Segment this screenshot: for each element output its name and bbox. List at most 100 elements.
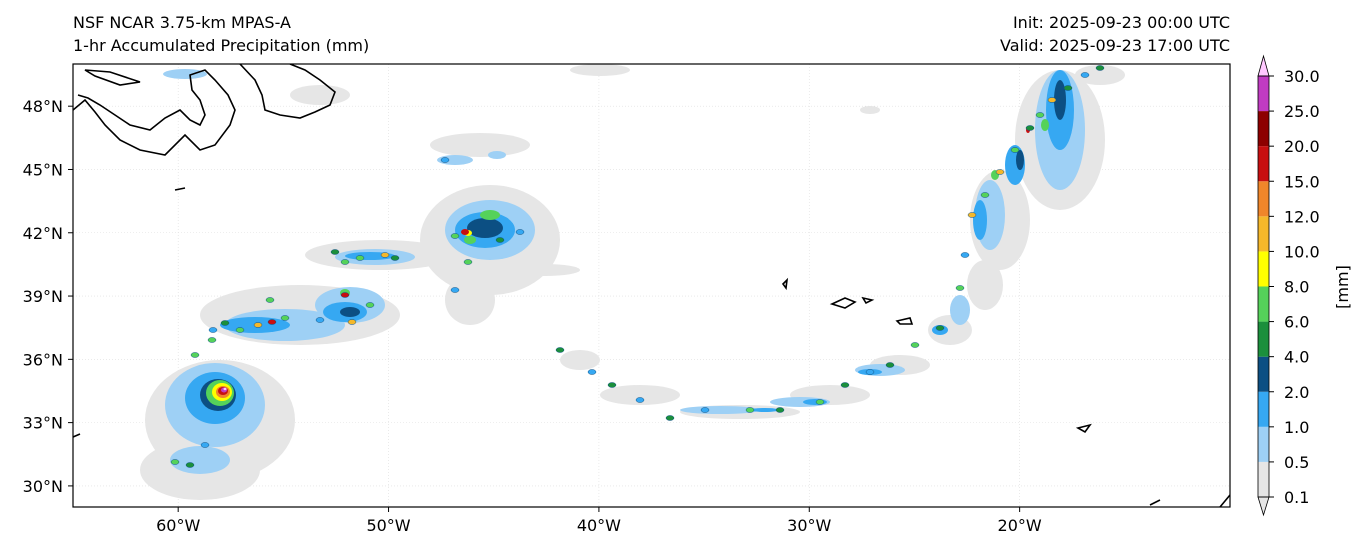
precip-cell	[1080, 72, 1090, 78]
colorbar-tick-label: 1.0	[1284, 418, 1309, 437]
colorbar-tick-label: 2.0	[1284, 383, 1309, 402]
precip-cell	[700, 407, 710, 413]
colorbar-tick-label: 10.0	[1284, 242, 1320, 261]
precip-cell	[1035, 112, 1045, 118]
colorbar-tick-label: 0.1	[1284, 488, 1309, 507]
precip-cell	[265, 297, 275, 303]
colorbar-segment	[1258, 426, 1269, 462]
colorbar-tick-label: 25.0	[1284, 102, 1320, 121]
colorbar-segment	[1258, 461, 1269, 497]
precip-cell	[840, 382, 850, 388]
precip-cell	[555, 347, 565, 353]
field-title: 1-hr Accumulated Precipitation (mm)	[73, 36, 370, 55]
colorbar-tick-label: 12.0	[1284, 207, 1320, 226]
precip-0p5-areas	[163, 69, 1085, 474]
precip-25p0-areas	[221, 387, 227, 393]
precip-cell	[587, 369, 597, 375]
colorbar-segment	[1258, 216, 1269, 252]
init-time: Init: 2025-09-23 00:00 UTC	[1012, 13, 1230, 32]
precip-cell	[440, 157, 450, 163]
colorbar-tick-label: 20.0	[1284, 137, 1320, 156]
precip-cell	[220, 320, 230, 326]
precip-cell	[450, 287, 460, 293]
precip-cell	[775, 407, 785, 413]
precip-cell	[665, 415, 675, 421]
colorbar-segment	[1258, 181, 1269, 217]
axis-ticks: 48°N 45°N 42°N 39°N 36°N 33°N 30°N 60°W 50°W 40°W…	[23, 97, 1042, 535]
precip-cell	[607, 382, 617, 388]
precip-cell	[207, 337, 217, 343]
colorbar-tick-label: 15.0	[1284, 172, 1320, 191]
precip-cell	[815, 399, 825, 405]
colorbar-tick-label: 6.0	[1284, 313, 1309, 332]
precip-cell	[1063, 85, 1073, 91]
precip-cell	[635, 397, 645, 403]
colorbar-segment	[1258, 356, 1269, 392]
colorbar-tick-label: 4.0	[1284, 348, 1309, 367]
precipitation-field	[140, 64, 1125, 500]
lon-tick-label: 50°W	[366, 516, 410, 535]
precip-cell	[955, 285, 965, 291]
precip-cell	[355, 255, 365, 261]
precip-cell	[885, 362, 895, 368]
precip-cell	[495, 237, 505, 243]
precip-cell	[995, 169, 1005, 175]
precip-cell	[515, 229, 525, 235]
precip-cell	[390, 255, 400, 261]
precip-cell	[330, 249, 340, 255]
precip-light-areas	[140, 64, 1125, 500]
colorbar-tick-label: 8.0	[1284, 278, 1309, 297]
lat-tick-label: 45°N	[23, 160, 63, 179]
valid-time: Valid: 2025-09-23 17:00 UTC	[999, 36, 1230, 55]
precip-cell	[967, 212, 977, 218]
precip-cell	[865, 369, 875, 375]
precip-cell	[190, 352, 200, 358]
precip-cell	[450, 233, 460, 239]
colorbar: 0.1 0.5 1.0 2.0 4.0 6.0 8.0 10.0 12.0 15.0 20.0 25.…	[1257, 54, 1320, 517]
colorbar-segment	[1258, 146, 1269, 182]
precip-cell	[1025, 125, 1035, 131]
precip-cell	[380, 252, 390, 258]
lon-tick-label: 20°W	[998, 516, 1042, 535]
lon-tick-label: 30°W	[787, 516, 831, 535]
precip-cell	[253, 322, 263, 328]
colorbar-upper-extension	[1257, 54, 1270, 77]
lat-tick-label: 30°N	[23, 477, 63, 496]
precip-cell	[1047, 97, 1057, 103]
colorbar-segment	[1258, 391, 1269, 427]
colorbar-unit-label: [mm]	[1333, 265, 1352, 309]
precip-cell	[208, 327, 218, 333]
precip-cell	[960, 252, 970, 258]
colorbar-tick-label: 30.0	[1284, 67, 1320, 86]
colorbar-tick-label: 0.5	[1284, 453, 1309, 472]
colorbar-lower-extension	[1257, 496, 1270, 517]
colorbar-segment	[1258, 111, 1269, 147]
colorbar-segment	[1258, 286, 1269, 322]
precip-cell	[315, 317, 325, 323]
precip-cell	[980, 192, 990, 198]
lon-tick-label: 40°W	[577, 516, 621, 535]
precip-cell	[170, 459, 180, 465]
precip-cell	[745, 407, 755, 413]
lat-tick-label: 36°N	[23, 350, 63, 369]
precip-cell	[1010, 147, 1020, 153]
precip-cell	[1095, 65, 1105, 71]
coastlines	[73, 64, 1230, 507]
colorbar-segment	[1258, 76, 1269, 112]
precip-cell	[280, 315, 290, 321]
lon-tick-label: 60°W	[156, 516, 200, 535]
lat-tick-label: 33°N	[23, 414, 63, 433]
precip-cell	[200, 442, 210, 448]
precip-cell	[463, 259, 473, 265]
colorbar-segment	[1258, 321, 1269, 357]
precip-cell	[347, 319, 357, 325]
precip-cell	[935, 325, 945, 331]
lat-tick-label: 48°N	[23, 97, 63, 116]
lat-tick-label: 39°N	[23, 287, 63, 306]
precip-cell	[267, 319, 277, 325]
precip-cell	[185, 462, 195, 468]
precip-cell	[235, 327, 245, 333]
map-frame	[72, 63, 1231, 508]
precip-cell	[340, 292, 350, 298]
